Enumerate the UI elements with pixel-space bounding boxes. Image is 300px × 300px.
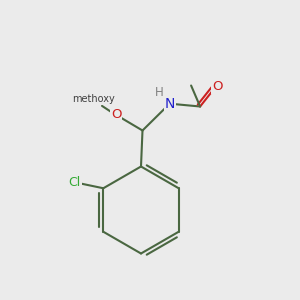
Text: Cl: Cl (69, 176, 81, 189)
Text: N: N (165, 97, 175, 111)
Text: O: O (111, 108, 122, 122)
Text: methoxy: methoxy (73, 94, 115, 104)
Text: O: O (212, 80, 223, 93)
Text: H: H (155, 86, 164, 99)
Text: methoxy: methoxy (72, 94, 114, 104)
